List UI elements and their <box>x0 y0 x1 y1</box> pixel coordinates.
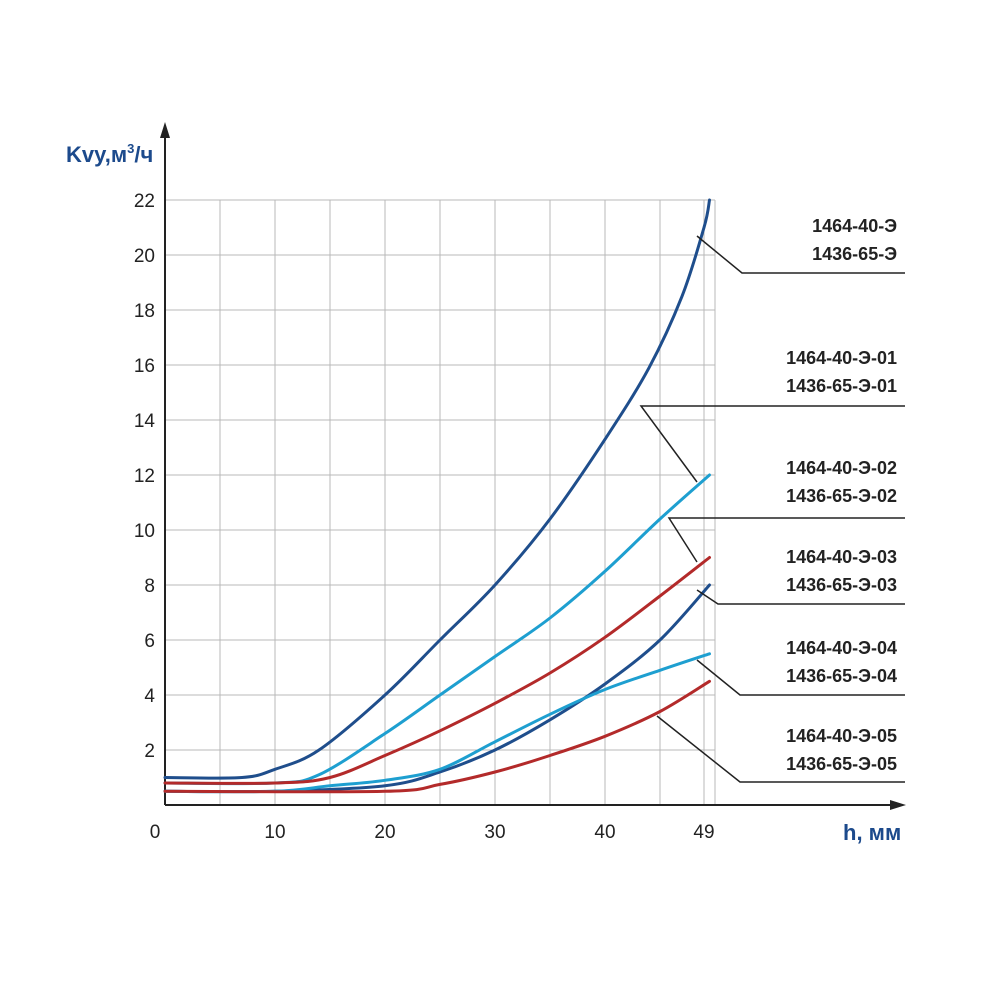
legend-label-5-line2: 1436-65-Э-05 <box>786 754 897 774</box>
y-tick-label: 22 <box>134 191 155 212</box>
y-axis-arrow <box>160 122 170 138</box>
series-line-4 <box>163 652 711 794</box>
legend-label-0-line1: 1464-40-Э <box>812 216 897 236</box>
legend-leader-3 <box>696 589 905 605</box>
series-lines <box>163 198 711 794</box>
legend-label-1-line1: 1464-40-Э-01 <box>786 348 897 368</box>
series-line-1 <box>163 473 711 786</box>
legend-label-3-line1: 1464-40-Э-03 <box>786 547 897 567</box>
legend-label-2-line2: 1436-65-Э-02 <box>786 486 897 506</box>
x-axis-label: h, мм <box>843 820 901 845</box>
grid <box>165 199 716 805</box>
y-tick-label: 4 <box>144 686 155 707</box>
y-axis-label-sup: 3 <box>127 141 134 156</box>
series-line-2 <box>163 556 711 785</box>
y-tick-label: 18 <box>134 301 155 322</box>
y-tick-label: 12 <box>134 466 155 487</box>
legend-leader-5 <box>656 715 905 783</box>
x-axis-arrow <box>890 800 906 810</box>
series-line-3 <box>163 583 711 794</box>
series-line-5 <box>163 679 711 794</box>
y-tick-label: 10 <box>134 521 155 542</box>
y-tick-label: 14 <box>134 411 156 432</box>
y-axis-label-tail: /ч <box>134 142 153 167</box>
legend-label-0-line2: 1436-65-Э <box>812 244 897 264</box>
y-tick-label: 2 <box>144 741 155 762</box>
y-tick-label: 6 <box>144 631 155 652</box>
x-tick-label: 10 <box>264 822 285 843</box>
series-line-0 <box>163 198 711 780</box>
legend-leader-2 <box>667 517 905 563</box>
legend-leader-0 <box>696 235 905 274</box>
legend-leader-1 <box>639 405 905 483</box>
x-tick-label: 20 <box>374 822 395 843</box>
y-tick-label: 16 <box>134 356 155 377</box>
legend-leader-4 <box>696 659 905 696</box>
x-tick-label: 30 <box>484 822 505 843</box>
x-tick-label: 40 <box>594 822 615 843</box>
legend-label-1-line2: 1436-65-Э-01 <box>786 376 897 396</box>
legend-label-3-line2: 1436-65-Э-03 <box>786 575 897 595</box>
y-tick-label: 8 <box>144 576 155 597</box>
legend-label-4-line2: 1436-65-Э-04 <box>786 666 897 686</box>
legend-label-2-line1: 1464-40-Э-02 <box>786 458 897 478</box>
legend-label-4-line1: 1464-40-Э-04 <box>786 638 897 658</box>
y-axis-label: Kvy,м3/ч <box>66 141 153 167</box>
legend: 1464-40-Э 1436-65-Э 1464-40-Э-01 1436-65-Э-… <box>786 216 897 774</box>
legend-label-5-line1: 1464-40-Э-05 <box>786 726 897 746</box>
x-tick-label: 0 <box>150 822 161 843</box>
legend-leaders <box>639 235 905 783</box>
y-tick-label: 20 <box>134 246 155 267</box>
tick-labels: 2 4 6 8 10 12 14 16 18 20 22 0 10 20 30 40 49 <box>134 191 715 843</box>
x-tick-label: 49 <box>693 822 714 843</box>
axes <box>160 122 906 810</box>
y-axis-label-main: Kvy,м <box>66 142 127 167</box>
